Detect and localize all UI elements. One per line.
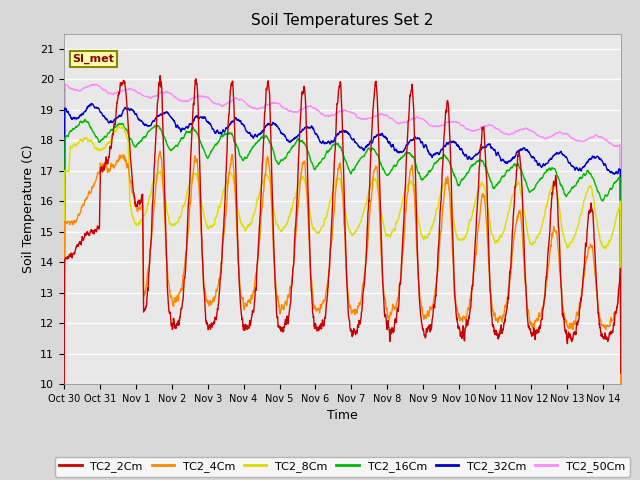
TC2_50Cm: [532, 131, 540, 137]
TC2_32Cm: [60, 395, 68, 400]
Line: TC2_8Cm: TC2_8Cm: [64, 126, 621, 430]
TC2_4Cm: [409, 172, 417, 178]
TC2_2Cm: [598, 333, 605, 338]
TC2_4Cm: [617, 384, 625, 389]
TC2_8Cm: [115, 123, 123, 129]
TC2_8Cm: [426, 231, 434, 237]
TC2_2Cm: [346, 323, 354, 328]
Title: Soil Temperatures Set 2: Soil Temperatures Set 2: [252, 13, 433, 28]
TC2_4Cm: [346, 303, 354, 309]
Text: SI_met: SI_met: [72, 54, 114, 64]
TC2_4Cm: [60, 453, 68, 458]
TC2_16Cm: [81, 117, 89, 122]
TC2_32Cm: [532, 157, 540, 163]
TC2_8Cm: [598, 242, 605, 248]
TC2_32Cm: [93, 105, 100, 111]
TC2_16Cm: [60, 410, 68, 416]
TC2_4Cm: [532, 318, 540, 324]
TC2_2Cm: [617, 370, 625, 376]
TC2_8Cm: [346, 229, 354, 235]
Line: TC2_16Cm: TC2_16Cm: [64, 120, 621, 413]
TC2_16Cm: [409, 154, 417, 160]
TC2_2Cm: [426, 329, 434, 335]
TC2_32Cm: [346, 132, 354, 138]
Line: TC2_32Cm: TC2_32Cm: [64, 104, 621, 397]
Line: TC2_4Cm: TC2_4Cm: [64, 152, 621, 456]
TC2_16Cm: [532, 183, 540, 189]
TC2_32Cm: [598, 157, 605, 163]
TC2_16Cm: [93, 134, 100, 140]
TC2_8Cm: [617, 360, 625, 366]
Y-axis label: Soil Temperature (C): Soil Temperature (C): [22, 144, 35, 273]
Line: TC2_50Cm: TC2_50Cm: [64, 84, 621, 386]
TC2_16Cm: [426, 169, 434, 175]
TC2_50Cm: [598, 134, 605, 140]
TC2_50Cm: [426, 122, 434, 128]
TC2_50Cm: [61, 81, 69, 87]
TC2_50Cm: [60, 383, 68, 389]
TC2_32Cm: [617, 339, 625, 345]
TC2_16Cm: [598, 197, 605, 203]
TC2_50Cm: [93, 82, 100, 88]
TC2_4Cm: [598, 323, 605, 328]
TC2_2Cm: [409, 96, 417, 102]
TC2_50Cm: [617, 359, 625, 365]
TC2_2Cm: [532, 332, 540, 337]
TC2_32Cm: [88, 101, 96, 107]
TC2_4Cm: [156, 149, 164, 155]
X-axis label: Time: Time: [327, 409, 358, 422]
TC2_8Cm: [60, 427, 68, 432]
TC2_32Cm: [409, 137, 417, 143]
TC2_8Cm: [93, 147, 100, 153]
TC2_50Cm: [346, 109, 354, 115]
TC2_16Cm: [617, 367, 625, 373]
TC2_2Cm: [93, 228, 100, 233]
Legend: TC2_2Cm, TC2_4Cm, TC2_8Cm, TC2_16Cm, TC2_32Cm, TC2_50Cm: TC2_2Cm, TC2_4Cm, TC2_8Cm, TC2_16Cm, TC2…: [55, 457, 630, 477]
TC2_32Cm: [426, 151, 434, 157]
Line: TC2_2Cm: TC2_2Cm: [64, 76, 621, 475]
TC2_8Cm: [532, 238, 540, 243]
TC2_4Cm: [426, 304, 434, 310]
TC2_16Cm: [346, 168, 354, 174]
TC2_2Cm: [156, 73, 164, 79]
TC2_4Cm: [93, 175, 100, 180]
TC2_8Cm: [409, 184, 417, 190]
TC2_2Cm: [60, 472, 68, 478]
TC2_50Cm: [409, 115, 417, 121]
